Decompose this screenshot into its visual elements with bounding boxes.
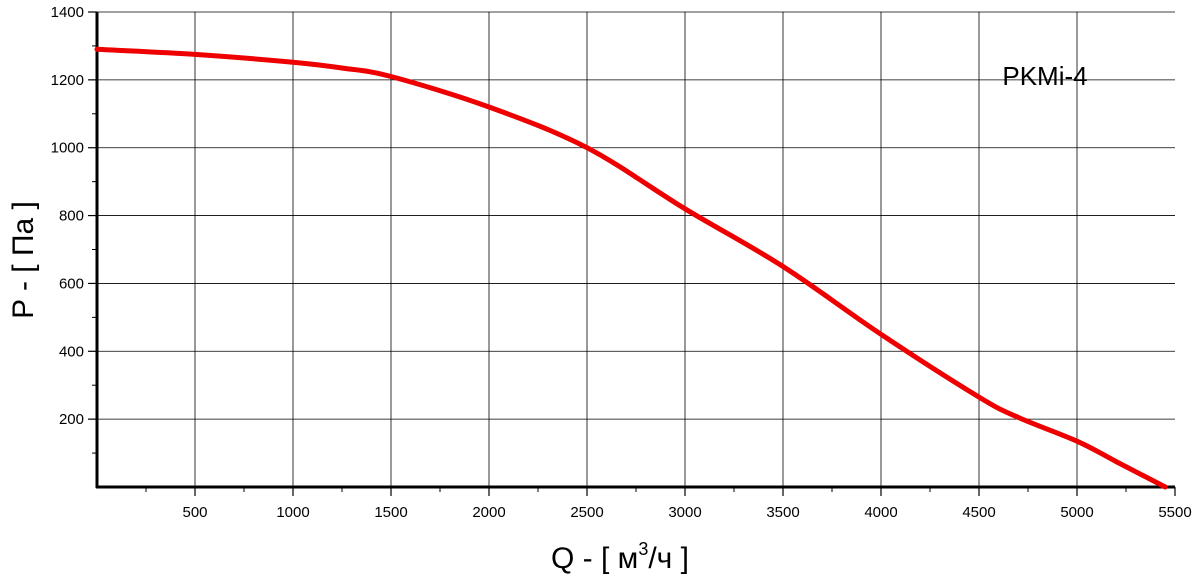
x-tick-label: 5500 <box>1158 504 1191 521</box>
x-tick-label: 2500 <box>570 504 603 521</box>
y-tick-label: 200 <box>59 411 84 428</box>
y-tick-label: 400 <box>59 343 84 360</box>
x-tick-label: 4000 <box>864 504 897 521</box>
x-tick-label: 4500 <box>962 504 995 521</box>
x-axis-title: Q - [ м3/ч ] <box>551 539 689 575</box>
y-tick-labels: 200 400 600 800 1000 1200 1400 <box>51 4 84 428</box>
y-tick-label: 1200 <box>51 72 84 89</box>
series <box>94 46 1168 490</box>
y-axis-title: P - [ Па ] <box>7 201 40 319</box>
axes <box>88 11 1176 496</box>
x-tick-labels: 500 1000 1500 2000 2500 3000 3500 4000 4500 5000 5… <box>182 504 1191 521</box>
x-tick-label: 5000 <box>1060 504 1093 521</box>
y-tick-label: 800 <box>59 208 84 225</box>
x-axis-title-suffix: /ч ] <box>648 542 689 575</box>
x-tick-label: 3500 <box>766 504 799 521</box>
y-tick-label: 1000 <box>51 140 84 157</box>
y-tick-label: 1400 <box>51 4 84 21</box>
x-axis-title-superscript: 3 <box>638 539 648 559</box>
x-tick-label: 1500 <box>374 504 407 521</box>
x-tick-label: 500 <box>182 504 207 521</box>
grid <box>97 11 1175 487</box>
series-annotation: PKMi-4 <box>1002 61 1087 91</box>
x-axis-title-prefix: Q - [ м <box>551 542 638 575</box>
x-tick-label: 2000 <box>472 504 505 521</box>
series-line <box>94 46 1168 490</box>
y-tick-label: 600 <box>59 275 84 292</box>
x-tick-label: 3000 <box>668 504 701 521</box>
x-tick-label: 1000 <box>276 504 309 521</box>
